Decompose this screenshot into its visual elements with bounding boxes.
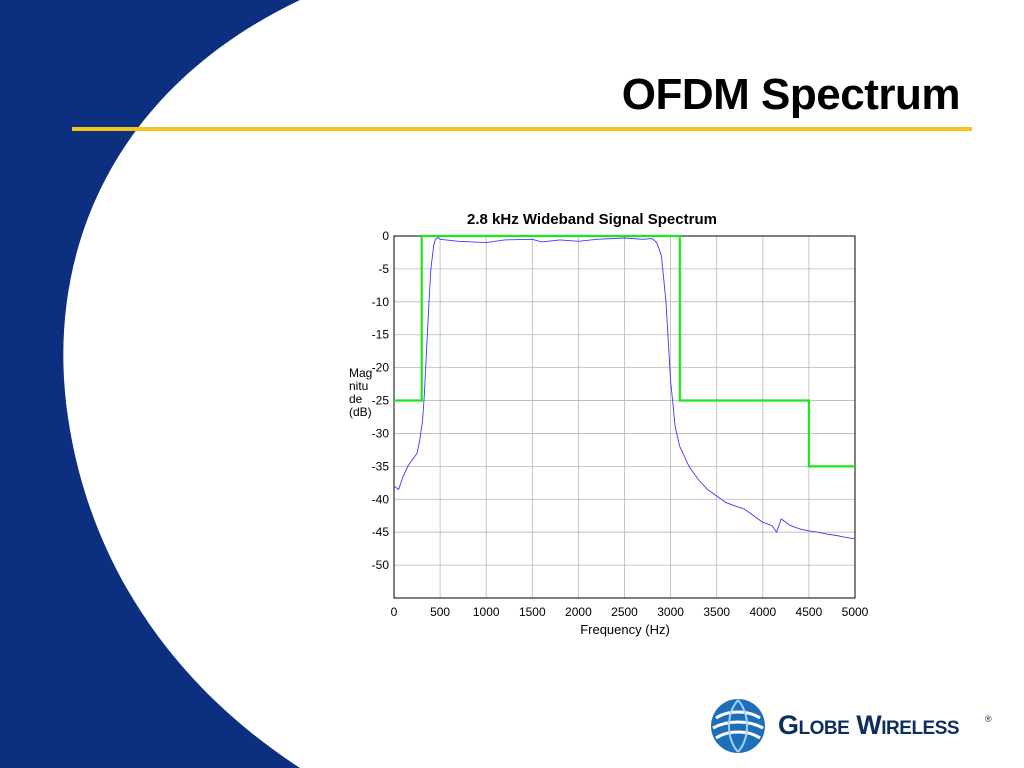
x-tick-label: 1000 — [473, 605, 500, 619]
y-tick-label: -40 — [372, 492, 390, 506]
y-tick-label: 0 — [382, 229, 389, 243]
grid-lines — [393, 235, 856, 598]
y-tick-label: -5 — [378, 262, 389, 276]
x-tick-label: 500 — [430, 605, 450, 619]
x-tick-label: 4500 — [796, 605, 823, 619]
logo-text: Globe Wireless — [778, 710, 960, 740]
x-tick-label: 2500 — [611, 605, 638, 619]
globe-icon — [711, 699, 765, 753]
title-rule — [72, 127, 972, 131]
chart-title: 2.8 kHz Wideband Signal Spectrum — [467, 211, 717, 228]
globe-wireless-logo: Globe Wireless ® — [708, 696, 998, 756]
slide-title: OFDM Spectrum — [621, 70, 961, 119]
x-tick-label: 1500 — [519, 605, 546, 619]
x-tick-label: 4000 — [749, 605, 776, 619]
tick-labels: 0 500 1000 1500 2000 2500 3000 3500 4000 4500 5000… — [372, 229, 869, 619]
spectrum-chart: 2.8 kHz Wideband Signal Spectrum 0 500 100… — [372, 211, 869, 637]
x-tick-label: 3500 — [703, 605, 730, 619]
y-tick-label: -45 — [372, 525, 390, 539]
registered-mark: ® — [985, 714, 992, 724]
x-tick-label: 3000 — [657, 605, 684, 619]
series-layer — [393, 234, 856, 540]
y-tick-label: -25 — [372, 394, 390, 408]
x-axis-label: Frequency (Hz) — [580, 622, 670, 637]
y-tick-label: -15 — [372, 328, 390, 342]
y-tick-label: -30 — [372, 426, 390, 440]
background-blue-shape — [0, 0, 300, 768]
y-axis-label: Magnitude (dB) — [349, 366, 373, 419]
spectral-mask-line — [394, 234, 855, 468]
y-tick-label: -20 — [372, 361, 390, 375]
y-tick-label: -35 — [372, 459, 390, 473]
x-tick-label: 5000 — [842, 605, 869, 619]
x-tick-label: 2000 — [565, 605, 592, 619]
y-tick-label: -50 — [372, 558, 390, 572]
x-tick-label: 0 — [391, 605, 398, 619]
signal-spectrum-line — [393, 236, 856, 540]
y-tick-label: -10 — [372, 295, 390, 309]
